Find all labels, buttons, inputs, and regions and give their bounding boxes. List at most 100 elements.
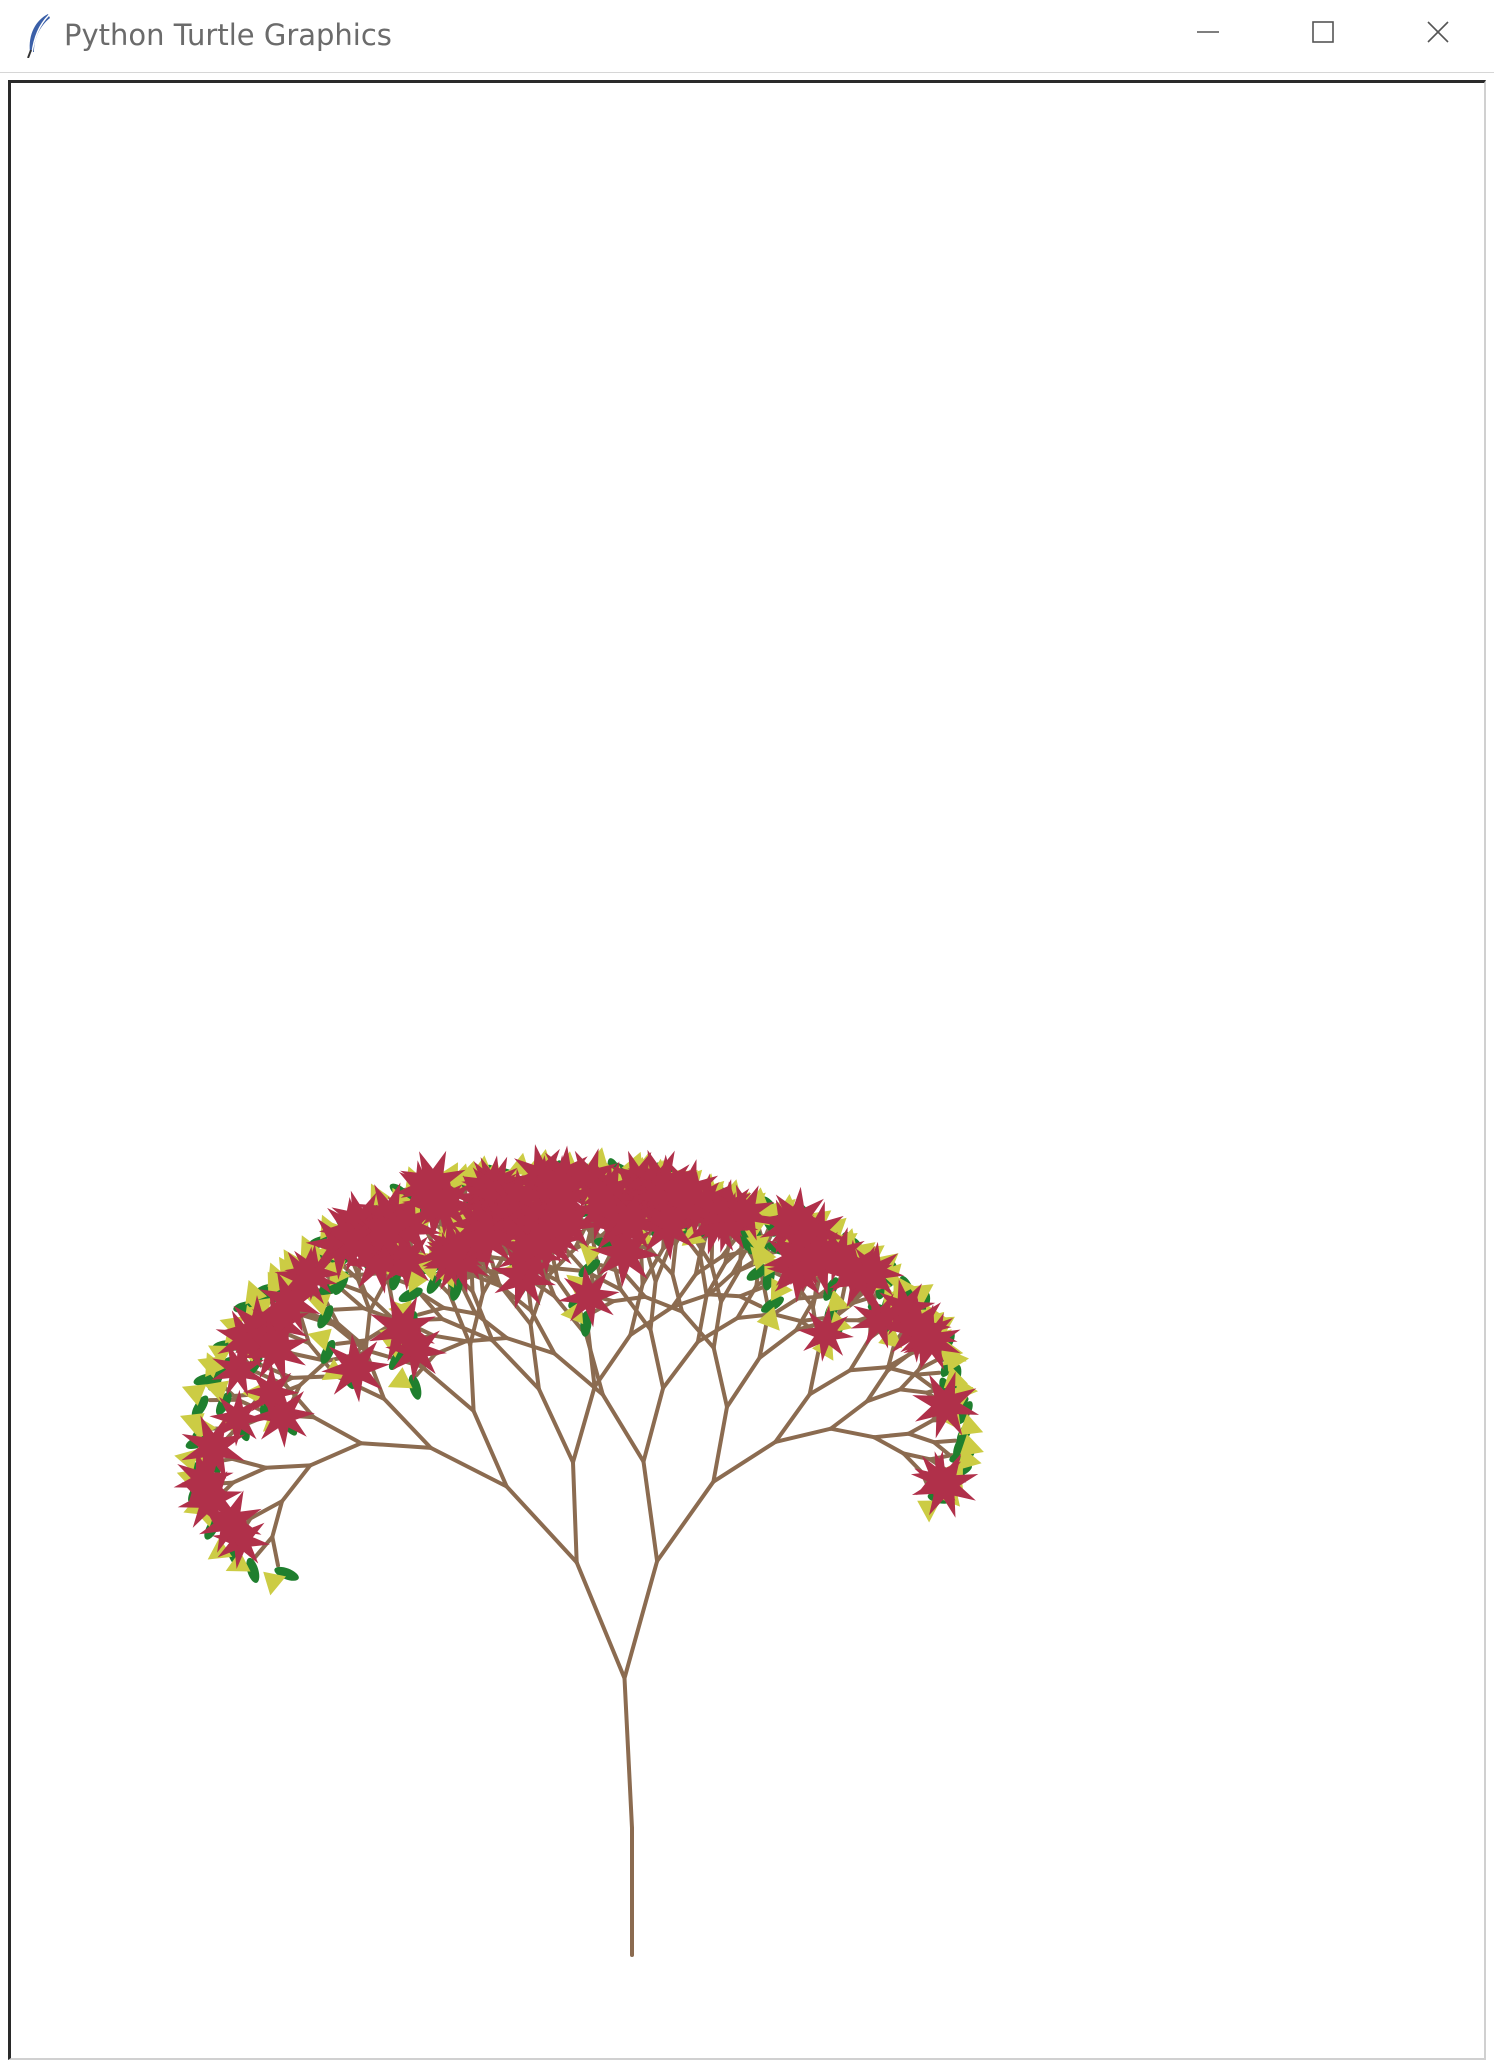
branch-segment	[552, 1351, 605, 1397]
branch-segment	[931, 1438, 958, 1445]
branch-segment	[300, 1313, 336, 1327]
flower	[609, 1150, 668, 1209]
branch-segment	[622, 1271, 647, 1299]
bud	[946, 1348, 969, 1372]
branch-segment	[641, 1459, 660, 1564]
leaf	[191, 1395, 209, 1419]
branch-segment	[648, 1279, 658, 1332]
close-icon	[1427, 21, 1449, 43]
minimize-button[interactable]	[1150, 0, 1266, 64]
flower	[895, 1304, 958, 1366]
branch-segment	[297, 1359, 329, 1388]
window-title: Python Turtle Graphics	[64, 18, 392, 52]
branch-segment	[419, 1364, 476, 1413]
branch-segment	[340, 1288, 366, 1311]
flower	[912, 1371, 980, 1439]
branch-segment	[773, 1426, 833, 1444]
branch-segment	[901, 1451, 933, 1462]
branch-segment	[468, 1291, 485, 1347]
branch-segment	[529, 1308, 557, 1356]
title-bar[interactable]: Python Turtle Graphics	[0, 0, 1494, 73]
branch-segment	[571, 1384, 597, 1465]
branch-segment	[906, 1418, 935, 1436]
tree-flowers	[173, 1144, 980, 1569]
branch-segment	[600, 1392, 646, 1464]
maximize-button[interactable]	[1265, 0, 1381, 64]
flower	[797, 1305, 854, 1362]
bud	[263, 1571, 286, 1596]
flower	[259, 1271, 321, 1333]
bud	[826, 1289, 851, 1312]
branch-segment	[468, 1342, 476, 1413]
flower	[199, 1490, 262, 1553]
branch-segment	[913, 1372, 936, 1391]
branch-segment	[363, 1308, 372, 1353]
branch-segment	[641, 1386, 666, 1464]
flower	[718, 1184, 775, 1241]
branch-segment	[563, 1246, 588, 1274]
branch-segment	[447, 1292, 473, 1347]
leaf	[246, 1557, 260, 1583]
leaf	[408, 1374, 422, 1400]
branch-segment	[473, 1311, 509, 1340]
flower	[844, 1241, 905, 1302]
branch-segment	[913, 1370, 942, 1377]
flower	[209, 1389, 267, 1447]
flower	[559, 1148, 620, 1209]
flower	[181, 1415, 246, 1480]
leaf	[398, 1287, 423, 1303]
branch-segment	[270, 1534, 280, 1568]
leaf	[823, 1277, 839, 1301]
branch-segment	[693, 1254, 724, 1277]
leaf	[746, 1264, 770, 1281]
bud	[387, 1367, 413, 1389]
branch-segment	[670, 1241, 678, 1277]
branch-segment	[592, 1332, 633, 1389]
branch-segment	[719, 1268, 742, 1304]
bud	[750, 1246, 774, 1271]
branch-segment	[865, 1387, 903, 1404]
bud	[180, 1413, 205, 1435]
flower	[357, 1205, 413, 1261]
branch-segment	[643, 1294, 684, 1314]
branch-segment	[735, 1284, 759, 1320]
branch-segment	[622, 1676, 634, 1830]
branch-segment	[351, 1260, 368, 1296]
flower	[483, 1184, 549, 1250]
flower	[329, 1216, 385, 1272]
branch-segment	[931, 1440, 952, 1458]
branch-segment	[428, 1445, 509, 1489]
branch-segment	[828, 1399, 870, 1431]
branch-segment	[528, 1322, 541, 1391]
branch-segment	[807, 1368, 853, 1397]
branch-segment	[898, 1367, 922, 1392]
branch-segment	[440, 1317, 495, 1343]
branch-segment	[670, 1272, 684, 1314]
branch-segment	[898, 1387, 929, 1395]
branch-segment	[270, 1499, 284, 1539]
branch-segment	[655, 1479, 716, 1564]
branch-segment	[264, 1463, 313, 1470]
flower	[558, 1265, 620, 1328]
maximize-icon	[1312, 21, 1334, 43]
close-button[interactable]	[1380, 0, 1494, 64]
branch-segment	[308, 1441, 364, 1468]
flower	[911, 1451, 979, 1518]
bud	[406, 1268, 429, 1293]
branch-segment	[807, 1344, 822, 1397]
flower	[215, 1308, 278, 1371]
bud	[878, 1325, 903, 1349]
branch-segment	[280, 1463, 313, 1504]
branch-segment	[906, 1431, 936, 1445]
flower	[598, 1189, 664, 1254]
branch-segment	[771, 1296, 800, 1317]
branch-segment	[611, 1294, 647, 1304]
branch-segment	[707, 1271, 735, 1297]
branch-segment	[661, 1339, 700, 1391]
flower	[534, 1171, 594, 1231]
branch-segment	[773, 1392, 812, 1444]
bud	[245, 1280, 268, 1305]
flower	[423, 1224, 492, 1294]
turtle-canvas[interactable]	[8, 80, 1486, 2060]
bud	[957, 1447, 982, 1470]
